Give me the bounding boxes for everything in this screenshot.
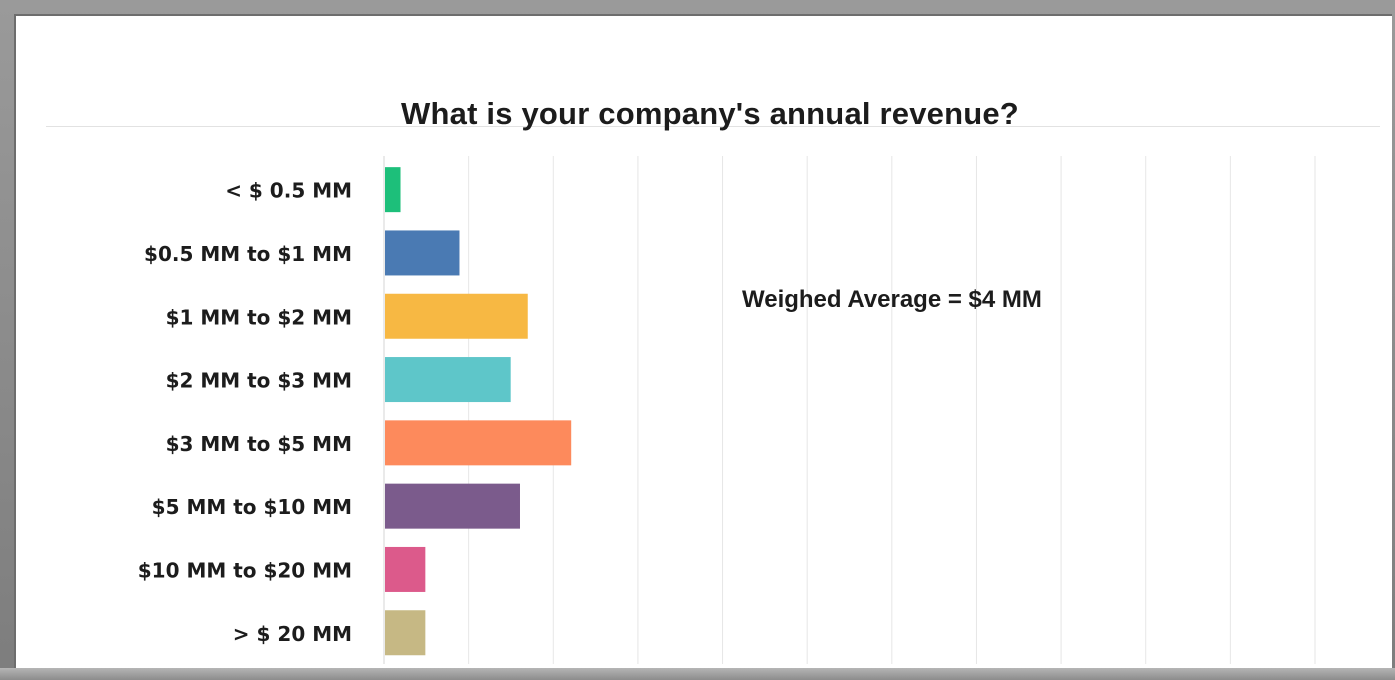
bottom-scrollbar[interactable] [0,668,1395,680]
bar-0 [385,167,401,213]
category-label: $5 MM to $10 MM [152,495,352,519]
bar-1 [385,230,460,276]
bar-6 [385,546,426,592]
category-label: $1 MM to $2 MM [166,305,352,329]
category-label: $2 MM to $3 MM [166,369,352,393]
bar-5 [385,483,520,529]
chart-panel [14,14,1392,668]
bar-7 [385,610,426,656]
bar-2 [385,293,528,339]
category-label: $10 MM to $20 MM [138,558,352,582]
category-label: < $ 0.5 MM [225,179,352,203]
chart-title: What is your company's annual revenue? [401,96,1019,131]
weighted-average-annotation: Weighed Average = $4 MM [742,286,1042,313]
bar-4 [385,420,572,466]
category-label: $3 MM to $5 MM [166,432,352,456]
category-label: > $ 20 MM [233,622,352,646]
title-divider [46,126,1380,127]
bar-3 [385,357,511,403]
category-label: $0.5 MM to $1 MM [144,242,352,266]
